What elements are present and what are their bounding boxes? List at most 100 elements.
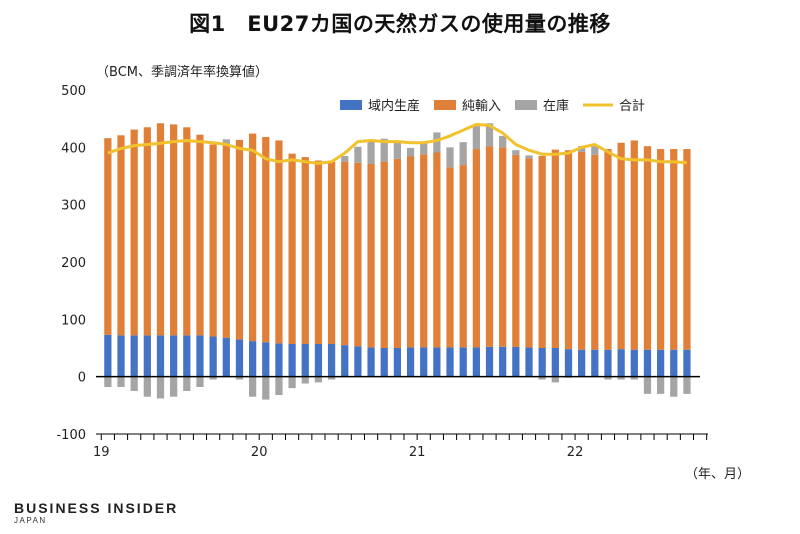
bar-segment [143, 335, 151, 377]
bar-segment [249, 133, 257, 342]
bar-segment [235, 139, 244, 340]
bar-segment [617, 349, 625, 377]
bar-segment [630, 376, 638, 380]
bar-segment [367, 347, 375, 377]
legend-swatch [515, 100, 537, 110]
bar-segment [117, 135, 125, 336]
bar-segment [196, 134, 204, 336]
bar-segment [222, 143, 230, 338]
y-tick-label: -100 [56, 428, 86, 443]
bar-segment [525, 155, 533, 159]
bar-segment [670, 349, 678, 377]
bar-segment [657, 376, 665, 394]
bar-segment [472, 126, 480, 150]
bar-segment [604, 349, 612, 377]
bar-segment [538, 155, 546, 348]
bar-segment [314, 343, 323, 377]
bar-segment [604, 149, 612, 350]
bar-segment [104, 376, 112, 387]
bar-segment [104, 138, 112, 335]
bar-segment [393, 348, 402, 377]
bar-segment [551, 348, 559, 377]
bar-segment [262, 342, 270, 377]
bar-segment [670, 376, 678, 397]
bar-segment [564, 349, 573, 377]
legend-label: 域内生産 [368, 98, 420, 114]
chart-title: 図1 EU27カ国の天然ガスの使用量の推移 [189, 12, 611, 36]
bar-segment [512, 346, 520, 377]
y-tick-label: 0 [78, 371, 86, 386]
bar-segment [249, 376, 257, 397]
bar-segment [485, 346, 494, 377]
bar-segment [235, 376, 244, 380]
bar-segment [301, 157, 309, 344]
bar-segment [275, 376, 283, 396]
bar-segment [314, 160, 323, 344]
bar-segment [170, 124, 178, 336]
x-axis-labels: 19 20 21 22 [93, 445, 583, 460]
bar-segment [380, 161, 388, 348]
bar-segment [130, 376, 138, 391]
bar-segment [209, 144, 217, 337]
bar-segment [288, 153, 296, 344]
bar-segment [406, 147, 415, 157]
bar-segment [617, 376, 625, 380]
bar-segment [156, 335, 165, 377]
bar-segment [380, 348, 388, 377]
bar-segment [235, 339, 244, 377]
bar-segment [275, 343, 283, 377]
bar-segment [196, 376, 204, 387]
y-tick-label: 100 [61, 313, 86, 328]
unit-label: （BCM、季調済年率換算値） [96, 64, 268, 80]
y-tick-label: 400 [61, 141, 86, 156]
bar-segment [327, 376, 336, 380]
bar-segment [670, 149, 678, 350]
bar-segment [472, 149, 480, 348]
bar-segment [354, 162, 362, 347]
y-tick-label: 300 [61, 199, 86, 214]
bar-segment [683, 349, 691, 377]
bar-segment [472, 347, 480, 377]
bar-segment [591, 349, 599, 377]
bar-segment [683, 149, 691, 350]
bar-segment [551, 149, 559, 348]
y-axis: 500 400 300 200 100 0 -100 [56, 84, 86, 443]
bar-segment [604, 376, 612, 380]
bar-segment [170, 335, 178, 377]
x-tick-label: 19 [93, 445, 110, 460]
bar-segment [657, 349, 665, 377]
bar-segment [301, 376, 309, 384]
x-unit-label: （年、月） [685, 467, 750, 482]
bar-segment [367, 163, 375, 348]
bar-segment [130, 335, 138, 377]
bar-segment [446, 147, 454, 168]
bar-segment [499, 346, 507, 377]
bar-segment [657, 149, 665, 350]
bar-segment [512, 150, 520, 155]
bar-segment [314, 376, 323, 383]
bar-segment [156, 376, 165, 399]
bar-segment [643, 349, 652, 377]
bar-segment [275, 140, 283, 344]
x-tick-label: 20 [251, 445, 268, 460]
bar-segment [485, 146, 494, 347]
bar-segment [183, 376, 191, 391]
bar-segment [262, 376, 270, 400]
bar-segment [683, 376, 691, 394]
legend-swatch [340, 100, 362, 110]
legend: 域内生産 純輸入 在庫 合計 [340, 98, 645, 114]
bar-segment [538, 376, 546, 380]
bar-segment [380, 138, 388, 162]
bar-segment [551, 376, 559, 383]
bar-segment [183, 335, 191, 377]
bar-segment [446, 167, 454, 348]
bar-segment [643, 376, 652, 394]
bar-segment [143, 127, 151, 336]
bar-segment [354, 146, 362, 163]
bar-segment [262, 137, 270, 343]
bar-segment [367, 141, 375, 164]
bar-segment [222, 337, 230, 377]
bar-segment [249, 341, 257, 377]
bar-segment [327, 161, 336, 344]
brand-logo: BUSINESS INSIDER [14, 500, 179, 516]
